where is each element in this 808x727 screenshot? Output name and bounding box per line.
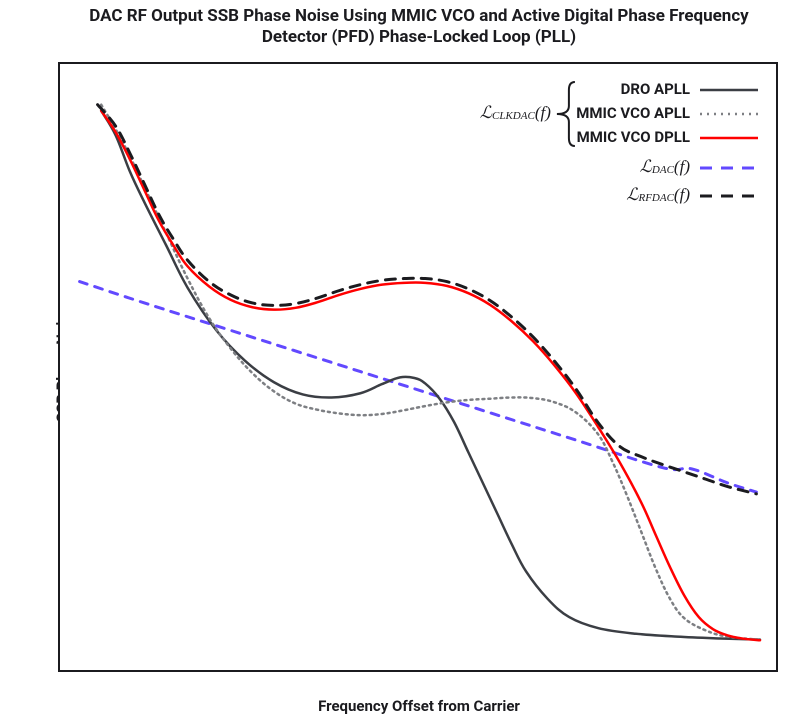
legend-item-label: MMIC VCO DPLL <box>577 128 690 146</box>
legend-item-label: MMIC VCO APLL <box>576 104 690 122</box>
legend-item-label: DRO APLL <box>621 80 690 98</box>
chart-title: DAC RF Output SSB Phase Noise Using MMIC… <box>60 6 778 49</box>
plot-border <box>59 63 777 671</box>
series-MMIC_VCO_DPLL <box>101 111 760 640</box>
legend-math-label: ℒRFDAC(f) <box>626 185 690 204</box>
legend-math-label: ℒDAC(f) <box>640 157 691 176</box>
plot-area: DRO APLL MMIC VCO APLL MMIC VCO DPLL ℒCLKDA… <box>58 62 778 672</box>
series-DRO_APLL <box>101 111 760 640</box>
x-axis-label: Frequency Offset from Carrier <box>60 697 778 715</box>
legend: DRO APLL MMIC VCO APLL MMIC VCO DPLL ℒCLKDA… <box>480 80 758 204</box>
figure-container: DAC RF Output SSB Phase Noise Using MMIC… <box>0 0 808 727</box>
legend-math-label: ℒCLKDAC(f) <box>480 103 551 122</box>
series-MMIC_VCO_APLL <box>101 105 760 640</box>
series-group <box>80 105 760 641</box>
legend-brace-icon <box>557 82 575 146</box>
series-L_RFDAC <box>98 105 757 494</box>
